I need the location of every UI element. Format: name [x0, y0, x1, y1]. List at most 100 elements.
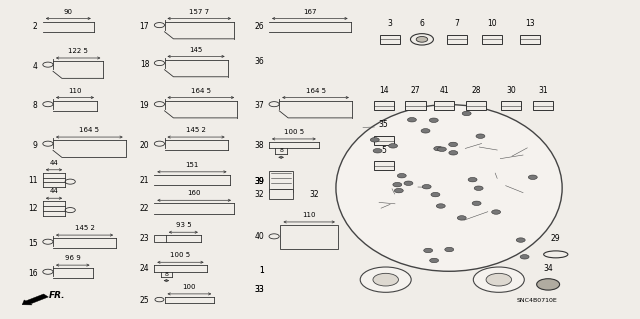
Circle shape — [492, 210, 500, 214]
Text: 8: 8 — [164, 272, 168, 277]
Circle shape — [434, 146, 443, 151]
Circle shape — [474, 267, 524, 292]
Text: 36: 36 — [254, 57, 264, 66]
Circle shape — [397, 174, 406, 178]
Text: 1: 1 — [259, 266, 264, 275]
Text: FR.: FR. — [49, 291, 66, 300]
Text: 96 9: 96 9 — [65, 255, 81, 261]
Circle shape — [476, 134, 485, 138]
Bar — [374, 136, 394, 145]
Bar — [269, 189, 293, 199]
Text: 24: 24 — [140, 264, 149, 273]
Text: 10: 10 — [487, 19, 497, 28]
Circle shape — [468, 177, 477, 182]
Text: 145: 145 — [189, 47, 203, 53]
Circle shape — [43, 141, 53, 146]
Circle shape — [43, 269, 53, 274]
Text: 8: 8 — [279, 148, 283, 153]
Text: 3: 3 — [388, 19, 392, 28]
Text: 31: 31 — [538, 86, 548, 95]
Circle shape — [429, 118, 438, 122]
Text: 33: 33 — [254, 285, 264, 294]
Text: 164 5: 164 5 — [305, 88, 326, 94]
Text: 100 5: 100 5 — [170, 252, 191, 258]
Circle shape — [154, 61, 164, 66]
Bar — [447, 35, 467, 44]
Text: 110: 110 — [68, 88, 82, 94]
Text: 16: 16 — [28, 269, 38, 278]
Circle shape — [155, 297, 164, 302]
Text: 6: 6 — [419, 19, 424, 28]
Text: 15: 15 — [28, 239, 38, 248]
Circle shape — [154, 102, 164, 107]
Circle shape — [373, 273, 399, 286]
Text: 7: 7 — [454, 19, 460, 28]
Circle shape — [408, 117, 417, 122]
Bar — [434, 101, 454, 110]
Circle shape — [416, 36, 428, 42]
Ellipse shape — [336, 105, 562, 271]
Circle shape — [43, 62, 53, 67]
Circle shape — [394, 189, 403, 193]
Text: 13: 13 — [525, 19, 535, 28]
Bar — [280, 225, 338, 249]
Circle shape — [154, 23, 164, 28]
Bar — [374, 161, 394, 170]
Text: 35: 35 — [379, 121, 388, 130]
Bar — [482, 35, 502, 44]
Circle shape — [371, 137, 380, 142]
Circle shape — [421, 129, 430, 133]
Text: 167: 167 — [303, 9, 317, 15]
Text: 22: 22 — [140, 204, 149, 213]
Text: 5: 5 — [381, 146, 386, 155]
Text: 23: 23 — [140, 234, 149, 243]
Text: 8: 8 — [33, 101, 38, 110]
Circle shape — [429, 258, 438, 263]
Text: 21: 21 — [140, 175, 149, 185]
Circle shape — [65, 179, 76, 184]
Circle shape — [65, 208, 76, 213]
Text: 14: 14 — [379, 86, 388, 95]
Bar — [374, 101, 394, 110]
Circle shape — [373, 149, 382, 153]
Text: 93 5: 93 5 — [175, 222, 191, 228]
FancyArrow shape — [22, 294, 49, 305]
Text: 12: 12 — [28, 204, 38, 213]
Text: SNC4B0710E: SNC4B0710E — [516, 298, 557, 303]
Circle shape — [516, 238, 525, 242]
Text: 145 2: 145 2 — [186, 127, 206, 133]
Circle shape — [520, 255, 529, 259]
Circle shape — [388, 144, 397, 148]
Circle shape — [424, 248, 433, 253]
Text: 100 5: 100 5 — [284, 129, 304, 135]
Text: 1: 1 — [259, 266, 264, 275]
Bar — [405, 101, 426, 110]
Bar — [533, 101, 553, 110]
Circle shape — [43, 102, 53, 107]
Text: 44: 44 — [49, 189, 58, 195]
Circle shape — [529, 175, 537, 180]
Text: 27: 27 — [411, 86, 420, 95]
Text: 30: 30 — [506, 86, 516, 95]
Circle shape — [537, 279, 559, 290]
Circle shape — [269, 102, 279, 107]
Text: 19: 19 — [140, 101, 149, 110]
Bar — [269, 171, 293, 192]
Text: 33: 33 — [254, 285, 264, 294]
Text: 20: 20 — [140, 141, 149, 150]
Bar — [501, 101, 522, 110]
Bar — [154, 235, 166, 242]
Circle shape — [436, 204, 445, 208]
Text: 39: 39 — [254, 177, 264, 186]
Text: 2: 2 — [33, 22, 38, 31]
Circle shape — [431, 192, 440, 197]
Circle shape — [486, 273, 511, 286]
Text: 40: 40 — [254, 233, 264, 241]
Circle shape — [474, 186, 483, 190]
Text: 17: 17 — [140, 22, 149, 31]
Text: 44: 44 — [49, 160, 58, 166]
Text: 18: 18 — [140, 60, 149, 69]
Text: 25: 25 — [140, 296, 149, 305]
Circle shape — [437, 147, 446, 152]
Text: 41: 41 — [440, 86, 449, 95]
